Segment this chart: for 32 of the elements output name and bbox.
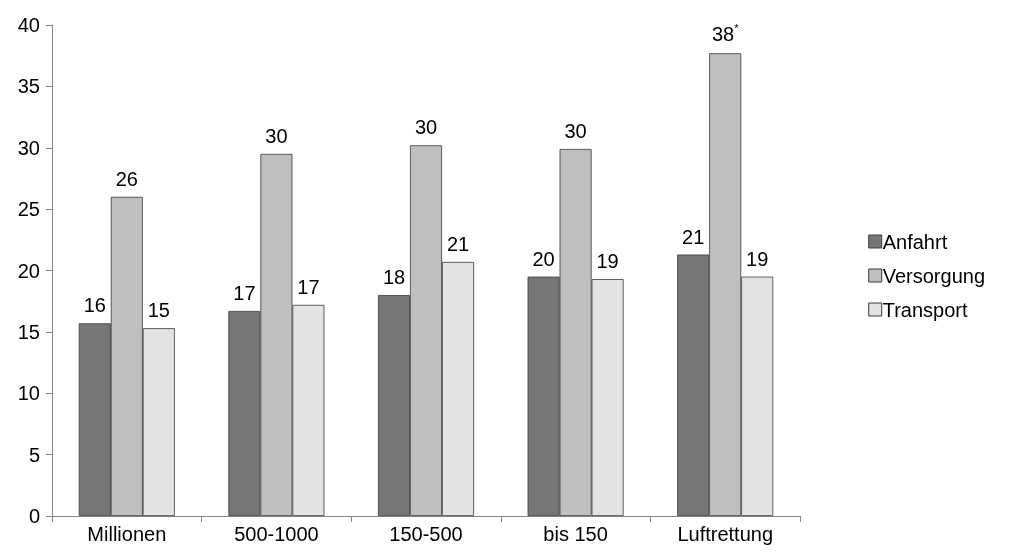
data-label: 18: [382, 266, 406, 289]
data-label: 21: [446, 232, 470, 255]
y-tick-label: 35: [17, 75, 40, 98]
x-tick-label: 150-500: [389, 523, 463, 545]
data-label: 15: [147, 299, 170, 322]
data-label: 20: [532, 247, 555, 270]
data-label: 17: [297, 275, 320, 298]
y-tick-label: 10: [17, 382, 40, 405]
data-label: 30: [414, 116, 438, 139]
data-label: 16: [83, 294, 106, 317]
legend-label: Anfahrt: [882, 230, 948, 253]
data-label: 26: [115, 167, 138, 190]
y-tick-label: 15: [17, 320, 40, 343]
legend-label: Versorgung: [882, 264, 985, 287]
y-tick-label: 40: [17, 14, 40, 36]
data-label: 21: [682, 225, 705, 248]
x-tick-label: 500-1000: [234, 523, 319, 545]
x-tick-label: Millionen: [87, 523, 167, 545]
data-label: 38*: [711, 21, 740, 45]
y-tick-label: 20: [17, 259, 40, 282]
data-label: 19: [746, 247, 769, 270]
y-tick-label: 0: [28, 505, 40, 527]
x-tick-label: Luftrettung: [677, 523, 774, 545]
y-tick-label: 5: [28, 443, 40, 466]
legend-label: Transport: [882, 298, 968, 321]
data-label: 17: [233, 282, 256, 305]
data-label: 30: [265, 124, 288, 147]
data-label: 30: [564, 119, 587, 142]
y-tick-label: 25: [17, 198, 40, 221]
x-tick-label: bis 150: [543, 523, 608, 545]
y-tick-label: 30: [17, 136, 40, 159]
data-label: 19: [596, 250, 619, 273]
